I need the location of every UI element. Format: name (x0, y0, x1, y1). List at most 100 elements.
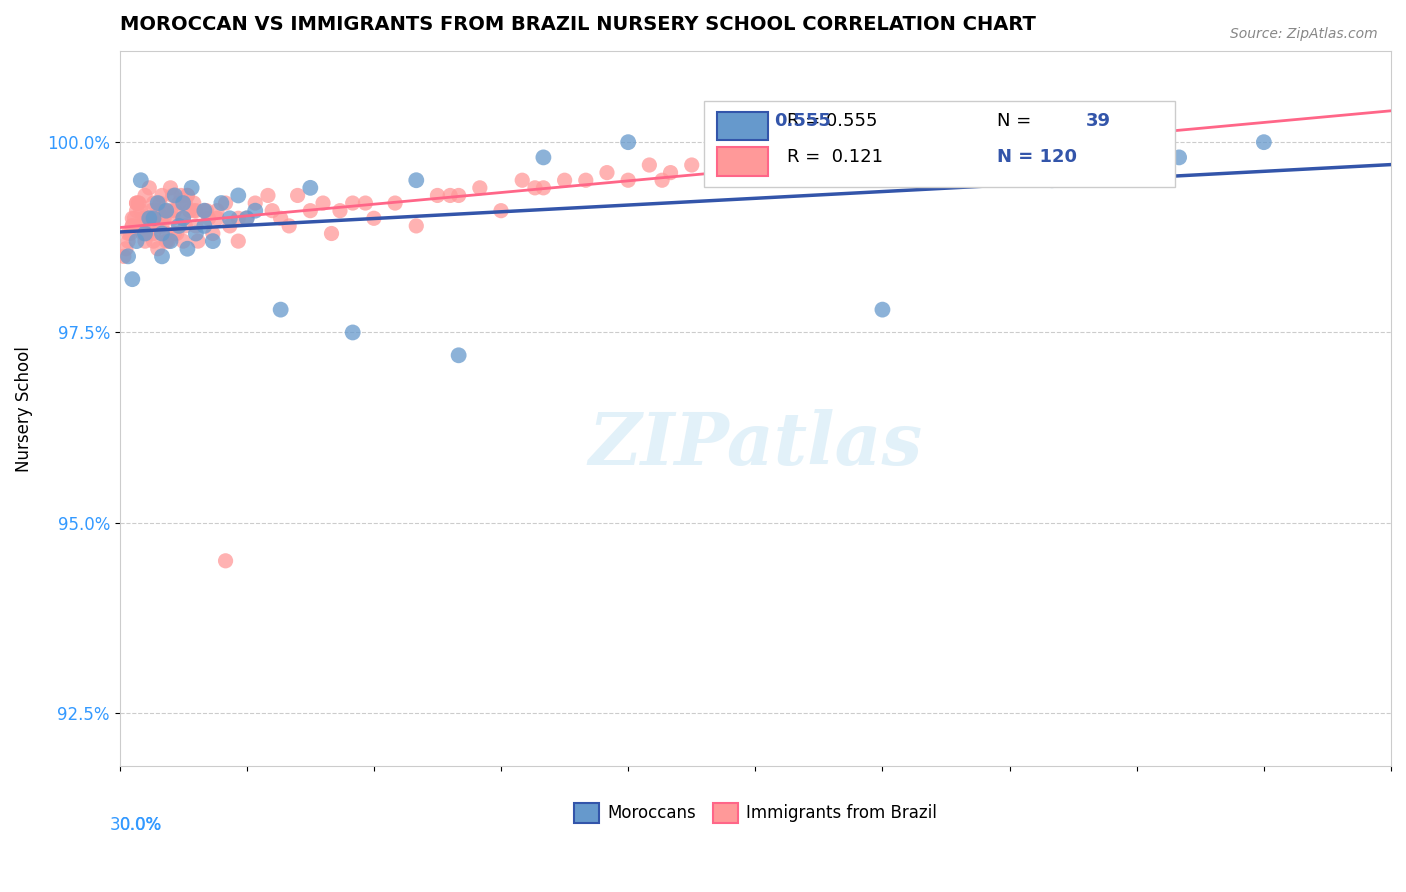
Point (184, 203, 207, 218)
Point (141, 203, 163, 218)
Point (778, 166, 800, 180)
Point (270, 302, 292, 317)
Point (180, 181, 202, 195)
Point (163, 227, 186, 241)
Point (299, 181, 322, 195)
Point (575, 173, 598, 187)
Point (146, 219, 169, 233)
Point (174, 196, 197, 211)
Point (172, 234, 194, 248)
Point (134, 188, 156, 202)
Point (195, 203, 218, 218)
Point (179, 203, 201, 218)
Point (617, 173, 640, 187)
Point (159, 234, 181, 248)
Point (142, 196, 165, 211)
FancyBboxPatch shape (704, 101, 1175, 186)
Point (136, 227, 159, 241)
Point (132, 211, 155, 226)
Point (138, 211, 160, 226)
Point (163, 203, 186, 218)
Point (150, 219, 173, 233)
Legend: Moroccans, Immigrants from Brazil: Moroccans, Immigrants from Brazil (567, 796, 943, 830)
Point (155, 203, 177, 218)
Point (162, 188, 184, 202)
Point (363, 211, 385, 226)
Point (183, 196, 205, 211)
Point (439, 188, 461, 202)
Point (134, 234, 156, 248)
Point (828, 158, 851, 172)
Text: N = 120: N = 120 (997, 148, 1077, 166)
Text: 0.0%: 0.0% (120, 816, 162, 834)
Point (201, 234, 224, 248)
Point (1253, 135, 1275, 149)
Point (744, 135, 766, 149)
Point (132, 227, 155, 241)
Point (172, 211, 194, 226)
Point (117, 249, 139, 263)
Point (125, 203, 148, 218)
Point (129, 173, 152, 187)
Point (174, 219, 197, 233)
Point (167, 219, 190, 233)
Point (554, 173, 576, 187)
Point (531, 181, 554, 195)
Point (1040, 173, 1063, 187)
Point (1168, 150, 1191, 164)
Y-axis label: Nursery School: Nursery School (15, 345, 32, 472)
Point (510, 173, 533, 187)
Point (245, 196, 267, 211)
Point (142, 234, 165, 248)
Point (617, 135, 640, 149)
Point (138, 211, 160, 226)
Point (977, 135, 1000, 149)
Point (201, 227, 224, 241)
Text: MOROCCAN VS IMMIGRANTS FROM BRAZIL NURSERY SCHOOL CORRELATION CHART: MOROCCAN VS IMMIGRANTS FROM BRAZIL NURSE… (120, 15, 1035, 34)
Point (651, 173, 673, 187)
Point (426, 188, 449, 202)
Point (128, 196, 150, 211)
Point (176, 188, 198, 202)
Point (214, 554, 236, 568)
Point (150, 188, 173, 202)
Point (299, 203, 322, 218)
Point (136, 227, 159, 241)
Point (702, 166, 724, 180)
Point (914, 150, 936, 164)
Point (155, 234, 177, 248)
Point (193, 219, 215, 233)
Point (205, 211, 228, 226)
Point (312, 196, 335, 211)
Point (172, 196, 194, 211)
Point (159, 181, 181, 195)
Point (354, 196, 377, 211)
Point (342, 326, 364, 340)
Point (209, 196, 232, 211)
Point (125, 196, 148, 211)
Point (523, 181, 546, 195)
Point (226, 211, 249, 226)
Point (235, 211, 257, 226)
Point (163, 188, 186, 202)
Point (531, 150, 554, 164)
Point (167, 196, 190, 211)
Point (150, 249, 173, 263)
Point (384, 196, 406, 211)
Point (187, 234, 209, 248)
Point (150, 211, 173, 226)
Point (134, 211, 156, 226)
Text: 39: 39 (1085, 112, 1111, 130)
Point (138, 181, 160, 195)
Text: R =  0.121: R = 0.121 (787, 148, 883, 166)
Point (226, 234, 249, 248)
Point (905, 158, 928, 172)
Point (121, 211, 143, 226)
Point (226, 188, 249, 202)
Point (115, 242, 138, 256)
Point (155, 227, 177, 241)
Point (176, 188, 198, 202)
Point (120, 227, 142, 241)
Point (142, 227, 165, 241)
Point (342, 196, 364, 211)
